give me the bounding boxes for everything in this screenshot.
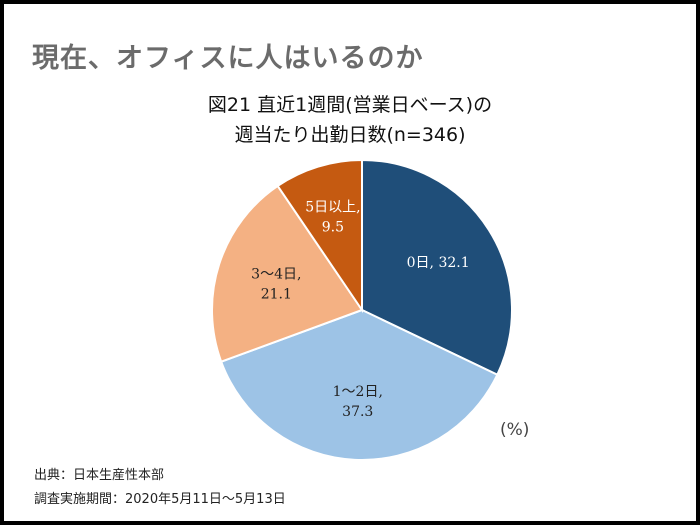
- source-note: 出典：日本生産性本部: [34, 468, 165, 483]
- slice-label: 5日以上, 9.5: [305, 199, 360, 235]
- slide-title: 現在、オフィスに人はいるのか: [32, 43, 424, 74]
- slice-label: 0日, 32.1: [407, 255, 470, 271]
- period-note: 調査実施期間：2020年5月11日〜5月13日: [34, 492, 286, 507]
- pie-slice: [219, 308, 499, 461]
- chart-title-line1: 図21 直近1週間(営業日ベース)の: [207, 94, 493, 116]
- pie-slice: [361, 158, 513, 377]
- pie-slice: [211, 184, 364, 363]
- slice-label: 1〜2日, 37.3: [333, 384, 383, 420]
- unit-label: (%): [500, 420, 530, 440]
- pie-slice: [276, 158, 363, 314]
- slice-label: 3〜4日, 21.1: [251, 266, 301, 302]
- chart-title-line2: 週当たり出勤日数(n=346): [234, 124, 466, 146]
